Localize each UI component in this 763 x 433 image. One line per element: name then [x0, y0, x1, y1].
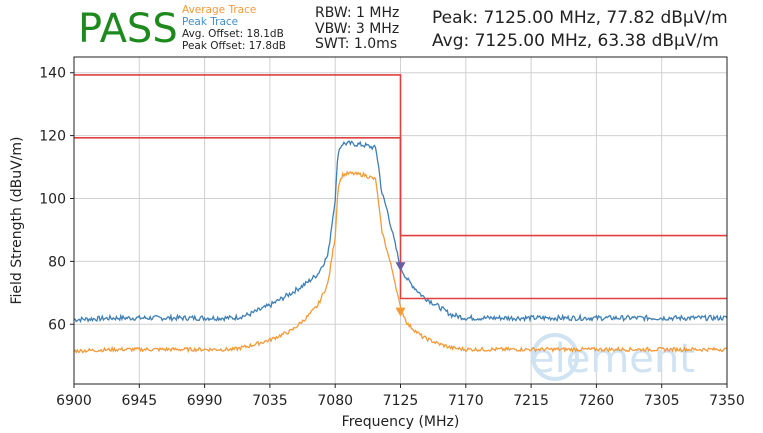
vbw-label: VBW: 3 MHz: [315, 20, 400, 37]
y-tick-label: 80: [48, 254, 66, 270]
analyzer-settings: RBW: 1 MHz VBW: 3 MHz SWT: 1.0ms: [315, 5, 400, 53]
x-tick-label: 7125: [383, 393, 419, 409]
y-tick-label: 60: [48, 317, 66, 333]
y-tick-label: 140: [39, 66, 66, 82]
avg-offset-label: Avg. Offset: 18.1dB: [182, 28, 284, 40]
x-tick-label: 7305: [644, 393, 680, 409]
pass-status: PASS: [78, 6, 178, 52]
x-tick-label: 6990: [187, 393, 223, 409]
avg-readout: Avg: 7125.00 MHz, 63.38 dBμV/m: [432, 31, 719, 51]
trace-legend: Average Trace Peak Trace Avg. Offset: 18…: [182, 4, 286, 52]
x-tick-label: 7035: [252, 393, 288, 409]
average-limit-line: [74, 137, 727, 300]
peak-readout: Peak: 7125.00 MHz, 77.82 dBμV/m: [432, 8, 728, 28]
swt-label: SWT: 1.0ms: [315, 36, 398, 52]
x-axis-label: Frequency (MHz): [342, 414, 460, 430]
avg-marker-icon: [395, 307, 406, 317]
average-trace-line: [73, 170, 728, 354]
x-tick-label: 6945: [121, 393, 157, 409]
y-axis-label: Field Strength (dBuV/m): [9, 137, 25, 305]
x-tick-label: 7350: [709, 393, 745, 409]
y-tick-label: 100: [39, 191, 66, 207]
x-tick-label: 6900: [56, 393, 92, 409]
measurement-readout: Peak: 7125.00 MHz, 77.82 dBμV/m Avg: 712…: [432, 7, 728, 53]
rbw-label: RBW: 1 MHz: [315, 5, 400, 21]
peak-marker-icon: [395, 262, 406, 272]
x-tick-label: 7080: [317, 393, 353, 409]
x-tick-label: 7215: [513, 393, 549, 409]
x-tick-label: 7260: [579, 393, 615, 409]
watermark-logo-icon: [531, 333, 579, 381]
peak-offset-label: Peak Offset: 17.8dB: [182, 40, 286, 52]
legend-average-trace: Average Trace: [182, 4, 257, 16]
x-tick-label: 7170: [448, 393, 484, 409]
legend-peak-trace: Peak Trace: [182, 16, 239, 28]
element-watermark: element: [530, 336, 695, 382]
y-tick-label: 120: [39, 129, 66, 145]
